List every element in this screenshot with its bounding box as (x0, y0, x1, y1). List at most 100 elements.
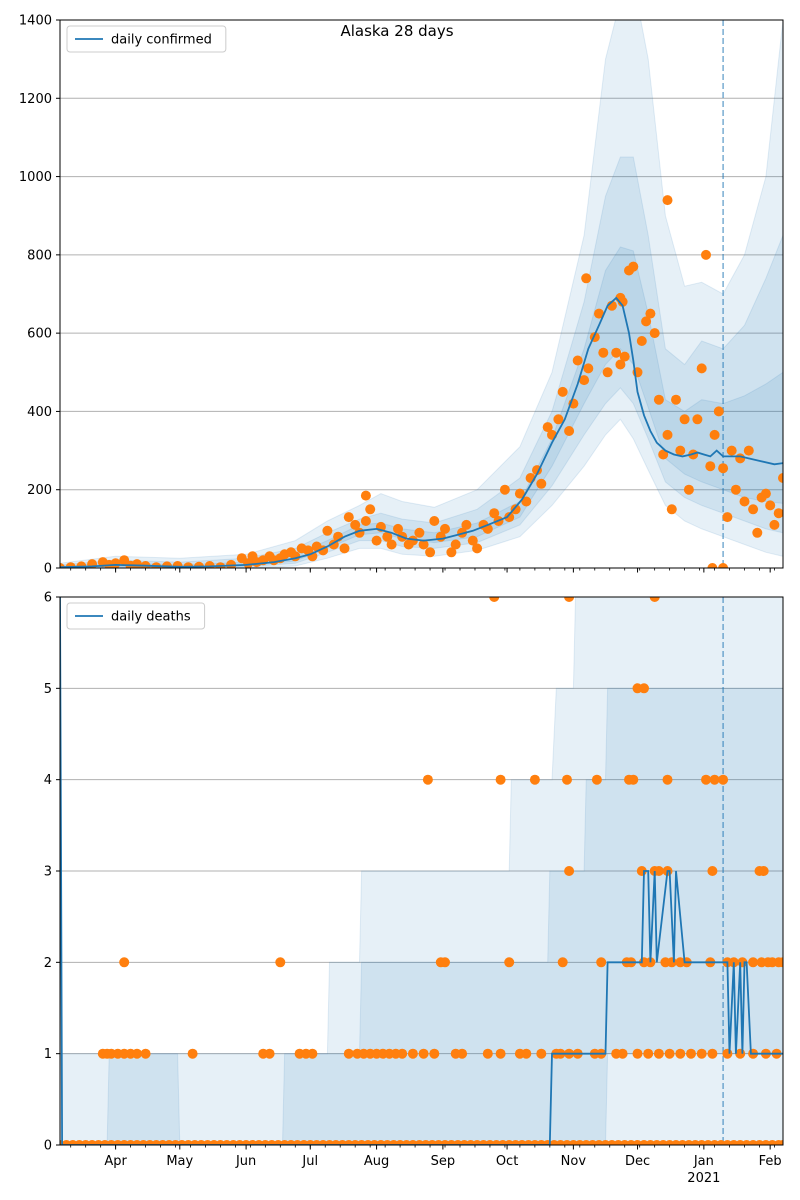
observed-point (119, 957, 130, 968)
observed-point (495, 774, 506, 785)
observed-point (489, 597, 500, 602)
observed-point (386, 539, 397, 550)
observed-point (322, 525, 333, 536)
observed-point (671, 394, 681, 405)
y-tick-label: 1000 (19, 170, 52, 185)
observed-point (675, 445, 686, 456)
observed-point (553, 414, 564, 425)
x-tick-label: Apr (104, 1154, 127, 1169)
observed-point (726, 445, 737, 456)
observed-point (562, 774, 572, 785)
legend-label: daily deaths (111, 610, 191, 625)
observed-point (701, 249, 711, 260)
observed-point (683, 484, 694, 495)
observed-point (521, 496, 532, 507)
observed-point (628, 261, 639, 272)
observed-point (450, 539, 461, 550)
x-tick-label: Oct (496, 1154, 518, 1169)
observed-point (594, 308, 604, 319)
observed-point (429, 1048, 440, 1059)
observed-point (536, 1048, 547, 1059)
observed-point (418, 1048, 429, 1059)
observed-point (343, 1048, 354, 1059)
observed-point (653, 394, 664, 405)
observed-point (598, 347, 609, 358)
observed-point (382, 531, 393, 542)
confirmed-panel: 0 200 400 600 800 1000 1200 1400 daily confirmed (19, 14, 784, 577)
y-tick-label: 600 (27, 327, 52, 342)
y-tick-label: 4 (44, 773, 52, 788)
observed-point (499, 484, 510, 495)
observed-point (632, 1048, 643, 1059)
observed-point (151, 562, 162, 568)
observed-point (290, 551, 301, 562)
x-tick-label: Aug (364, 1154, 389, 1169)
observed-point (696, 1048, 707, 1059)
y-tick-label: 800 (27, 248, 52, 263)
y-tick-label: 1400 (19, 14, 52, 29)
observed-point (215, 562, 226, 568)
observed-point (397, 1048, 408, 1059)
x-tick-label: Dec (625, 1154, 650, 1169)
observed-point (658, 449, 669, 460)
observed-point (521, 1048, 532, 1059)
y-tick-label: 200 (27, 483, 52, 498)
observed-point (583, 363, 594, 374)
observed-point (429, 516, 440, 526)
y-tick-label: 6 (44, 591, 52, 606)
observed-point (418, 539, 429, 550)
observed-point (743, 445, 754, 456)
y-tick-label: 1200 (19, 92, 52, 107)
observed-point (778, 473, 783, 483)
observed-point (686, 1048, 696, 1059)
x-tick-label: Nov (561, 1154, 587, 1169)
observed-point (643, 1048, 654, 1059)
x-tick-label: Feb (759, 1154, 782, 1169)
observed-point (339, 543, 350, 554)
observed-point (760, 488, 771, 499)
observed-point (662, 429, 673, 440)
observed-point (350, 519, 361, 530)
observed-point (692, 414, 703, 425)
observed-point (748, 957, 759, 968)
observed-point (778, 1140, 783, 1145)
x-tick-label: Jan (693, 1154, 714, 1169)
observed-point (705, 461, 716, 472)
observed-point (414, 527, 425, 538)
observed-point (701, 774, 711, 785)
x-year-label: 2021 (687, 1171, 720, 1186)
observed-point (653, 1048, 664, 1059)
observed-point (407, 1048, 418, 1059)
observed-point (639, 683, 649, 694)
observed-point (365, 504, 376, 515)
observed-point (675, 1048, 686, 1059)
observed-point (602, 367, 613, 378)
observed-point (617, 296, 628, 307)
observed-point (446, 547, 457, 558)
observed-point (504, 512, 515, 523)
observed-point (504, 957, 515, 968)
observed-point (572, 355, 583, 366)
observed-point (529, 774, 540, 785)
x-tick-label: Jun (235, 1154, 256, 1169)
observed-point (653, 866, 664, 876)
observed-point (467, 535, 478, 546)
legend: daily confirmed (66, 25, 227, 53)
observed-point (696, 363, 707, 374)
legend-label: daily confirmed (111, 33, 212, 48)
observed-point (713, 406, 724, 417)
observed-point (440, 523, 450, 534)
y-tick-label: 0 (44, 562, 52, 577)
observed-point (110, 558, 121, 568)
observed-point (407, 535, 418, 546)
observed-point (360, 516, 371, 526)
observed-point (615, 359, 626, 370)
legend: daily deaths (66, 602, 206, 630)
observed-point (371, 535, 382, 546)
observed-point (628, 774, 639, 785)
legend-box (66, 25, 227, 53)
observed-point (649, 597, 660, 602)
x-tick-label: May (166, 1154, 193, 1169)
y-tick-label: 3 (44, 865, 52, 880)
observed-point (461, 519, 472, 530)
